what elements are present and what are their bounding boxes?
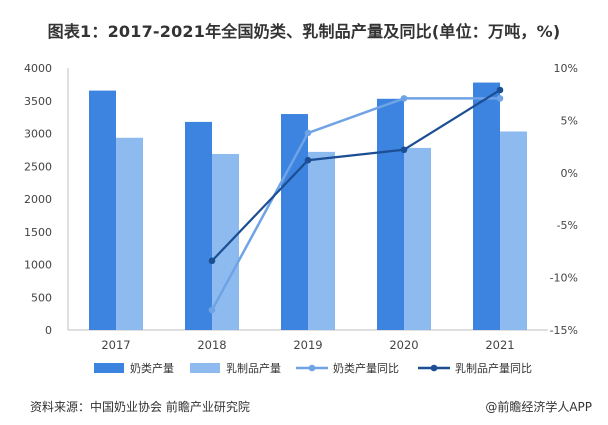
left-tick-label: 3500 [24,95,52,108]
bar-dairy [116,137,143,330]
point-dairy-yoy [496,86,504,94]
x-tick-label: 2018 [197,338,226,352]
left-tick-label: 4000 [24,62,52,75]
legend-label: 乳制品产量同比 [455,361,532,375]
right-tick-label: -15% [550,324,578,337]
left-tick-label: 0 [45,324,52,337]
point-milk-yoy [400,95,408,102]
x-tick-label: 2021 [485,338,514,352]
bar-milk [473,82,500,330]
line-dairy-yoy [211,89,501,262]
left-tick-label: 1000 [24,259,52,272]
axes-layer: 0 500 1000 1500 2000 2500 3000 3500 4000 -15% -10%… [24,62,578,352]
left-tick-label: 3000 [24,128,52,141]
legend-label: 奶类产量同比 [333,361,399,375]
brand-note: @前瞻经济学人APP [485,400,592,414]
lines-layer [208,86,504,314]
bar-milk [281,114,308,330]
x-tick-label: 2019 [293,338,322,352]
left-tick-label: 1500 [24,226,52,239]
legend-marker [308,364,316,372]
x-tick-label: 2020 [389,338,418,352]
chart-title: 图表1：2017-2021年全国奶类、乳制品产量及同比(单位：万吨，%) [47,22,561,41]
legend-marker [430,364,438,372]
right-tick-label: 10% [554,62,578,75]
right-tick-label: -10% [550,272,578,285]
source-note: 资料来源：中国奶业协会 前瞻产业研究院 [30,400,250,414]
bar-milk [89,90,116,330]
bar-dairy [308,151,335,330]
legend-swatch [190,363,220,373]
point-dairy-yoy [400,146,408,154]
bar-dairy [500,131,527,330]
left-tick-label: 500 [31,291,52,304]
legend-label: 乳制品产量 [226,361,281,375]
right-tick-label: 5% [561,114,578,127]
bars-layer [89,82,527,331]
left-tick-label: 2000 [24,193,52,206]
bar-dairy [404,147,431,330]
point-dairy-yoy [208,257,216,265]
legend-swatch [94,363,124,373]
legend: 奶类产量 乳制品产量 奶类产量同比 乳制品产量同比 [94,361,532,375]
point-milk-yoy [208,306,216,314]
point-dairy-yoy [304,156,312,164]
left-tick-label: 2500 [24,160,52,173]
bar-milk [185,121,212,331]
x-tick-label: 2017 [101,338,130,352]
right-tick-label: 0% [561,167,578,180]
point-milk-yoy [496,95,504,102]
right-tick-label: -5% [557,219,578,232]
bar-milk [377,98,404,330]
line-milk-yoy [210,97,500,311]
point-milk-yoy [304,129,312,137]
legend-label: 奶类产量 [130,361,174,375]
